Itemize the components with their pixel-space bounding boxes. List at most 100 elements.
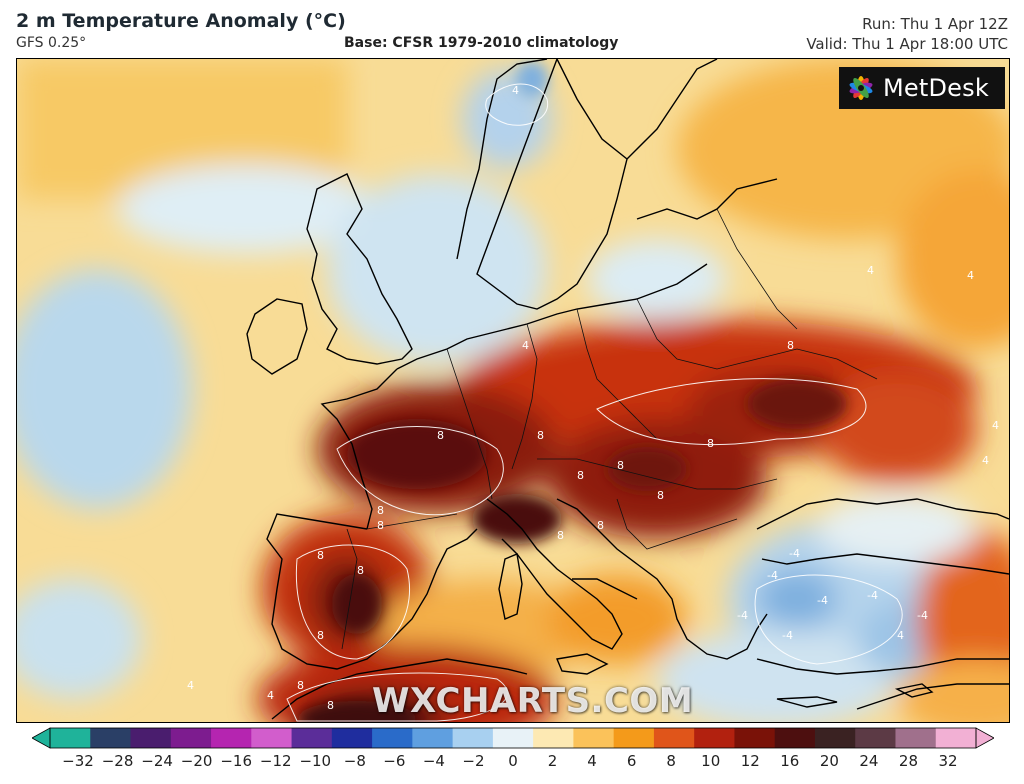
run-time-label: Run: Thu 1 Apr 12Z [862, 15, 1008, 33]
colorbar-segment [895, 728, 937, 748]
label-8: 8 [377, 519, 384, 532]
colorbar-tick-label: −28 [101, 752, 134, 770]
coast-iberia [266, 513, 478, 670]
coast-scandinavia [456, 59, 628, 310]
label-minus4: -4 [782, 629, 793, 642]
colorbar-tick-label: 32 [938, 752, 958, 770]
label-minus4: -4 [789, 547, 800, 560]
colorbar-ticks: −32 −28 −24 −20 −16 −12 −10 −8 −6 −4 −2 0 2 4 6 8 10 12 16… [0, 752, 1024, 772]
colorbar-segment [50, 728, 91, 748]
contours [286, 83, 903, 722]
colorbar-segment [734, 728, 776, 748]
coast-italy-heel [572, 578, 638, 600]
colorbar-segment [452, 728, 494, 748]
border-spain-portugal [341, 528, 358, 650]
colorbar-segments [50, 728, 977, 748]
colorbar-tick-label: 8 [666, 752, 676, 770]
label-8: 8 [597, 519, 604, 532]
label-4: 4 [522, 339, 529, 352]
colorbar-tick-label: −10 [299, 752, 332, 770]
colorbar-tick-label: −4 [422, 752, 445, 770]
map-canvas: 8 8 8 8 8 8 8 8 8 8 8 8 8 8 8 8 4 4 4 4 … [17, 59, 1009, 722]
colorbar-segment [90, 728, 132, 748]
coast-north-africa [271, 658, 528, 720]
coast-britain [306, 173, 413, 365]
colorbar-tick-label: −12 [259, 752, 292, 770]
label-4: 4 [992, 419, 999, 432]
label-4: 4 [512, 84, 519, 97]
coast-east-med [856, 683, 1009, 710]
colorbar-segment [170, 728, 212, 748]
colorbar-tick-label: 10 [701, 752, 721, 770]
valid-time-label: Valid: Thu 1 Apr 18:00 UTC [806, 35, 1008, 53]
colorbar-segment [251, 728, 293, 748]
label-8: 8 [357, 564, 364, 577]
colorbar-segment [573, 728, 615, 748]
label-8: 8 [317, 549, 324, 562]
border-germany-poland [511, 323, 538, 470]
coast-turkey-south [756, 658, 1009, 675]
colorbar-segment [291, 728, 333, 748]
coast-sicily [556, 653, 609, 675]
label-4: 4 [867, 264, 874, 277]
colorbar-segment [211, 728, 252, 748]
colorbar-tick-label: 4 [587, 752, 597, 770]
hot-cores [297, 61, 847, 722]
label-4: 4 [897, 629, 904, 642]
border-france-germany [446, 348, 493, 500]
colorbar-frame [49, 727, 977, 749]
metdesk-logo: MetDesk [839, 67, 1005, 109]
colorbar-left-arrow [32, 727, 51, 749]
watermark: WXCHARTS.COM [372, 681, 694, 721]
border-pyrenees [366, 513, 458, 530]
colorbar-segment [613, 728, 655, 748]
label-minus4: -4 [917, 609, 928, 622]
coast-sardinia [498, 553, 523, 620]
colorbar-tick-label: 12 [740, 752, 760, 770]
label-minus4: -4 [867, 589, 878, 602]
coastlines [246, 59, 1009, 720]
coast-france [320, 368, 398, 530]
colorbar-segment [935, 728, 977, 748]
label-8: 8 [437, 429, 444, 442]
label-8: 8 [327, 699, 334, 712]
coast-cyprus [894, 683, 934, 698]
colorbar-segment [533, 728, 574, 748]
colorbar-segment [653, 728, 695, 748]
country-borders [341, 208, 878, 650]
label-4: 4 [267, 689, 274, 702]
colorbar-segment [372, 728, 413, 748]
label-4: 4 [187, 679, 194, 692]
contour-labels: 8 8 8 8 8 8 8 8 8 8 8 8 8 8 8 8 4 4 4 4 … [187, 84, 999, 712]
colorbar-right-arrow [975, 727, 994, 749]
colorbar-tick-label: 0 [508, 752, 518, 770]
colorbar-segment [855, 728, 896, 748]
border-baltic-states [716, 208, 798, 330]
logo-text: MetDesk [883, 74, 989, 102]
label-8: 8 [317, 629, 324, 642]
colorbar-segment [774, 728, 816, 748]
label-8: 8 [617, 459, 624, 472]
label-8: 8 [557, 529, 564, 542]
coast-ireland [246, 298, 308, 375]
coast-italy [486, 498, 623, 650]
border-czech [576, 308, 658, 440]
coast-baltic [626, 59, 778, 220]
colorbar [32, 727, 994, 749]
colorbar-segment [130, 728, 172, 748]
colorbar-tick-label: −20 [180, 752, 213, 770]
label-8: 8 [297, 679, 304, 692]
colorbar-tick-label: −32 [62, 752, 94, 770]
colorbar-tick-label: 20 [819, 752, 839, 770]
colorbar-tick-label: −8 [343, 752, 366, 770]
colorbar-tick-label: −24 [141, 752, 173, 770]
coast-crete [776, 696, 838, 708]
label-minus4: -4 [767, 569, 778, 582]
colorbar-tick-label: 16 [780, 752, 800, 770]
model-label: GFS 0.25° [16, 35, 87, 51]
border-alps-carpathians [537, 458, 778, 490]
colorbar-segment [814, 728, 856, 748]
colorbar-segment [331, 728, 373, 748]
border-balkans [616, 498, 738, 550]
label-8: 8 [537, 429, 544, 442]
